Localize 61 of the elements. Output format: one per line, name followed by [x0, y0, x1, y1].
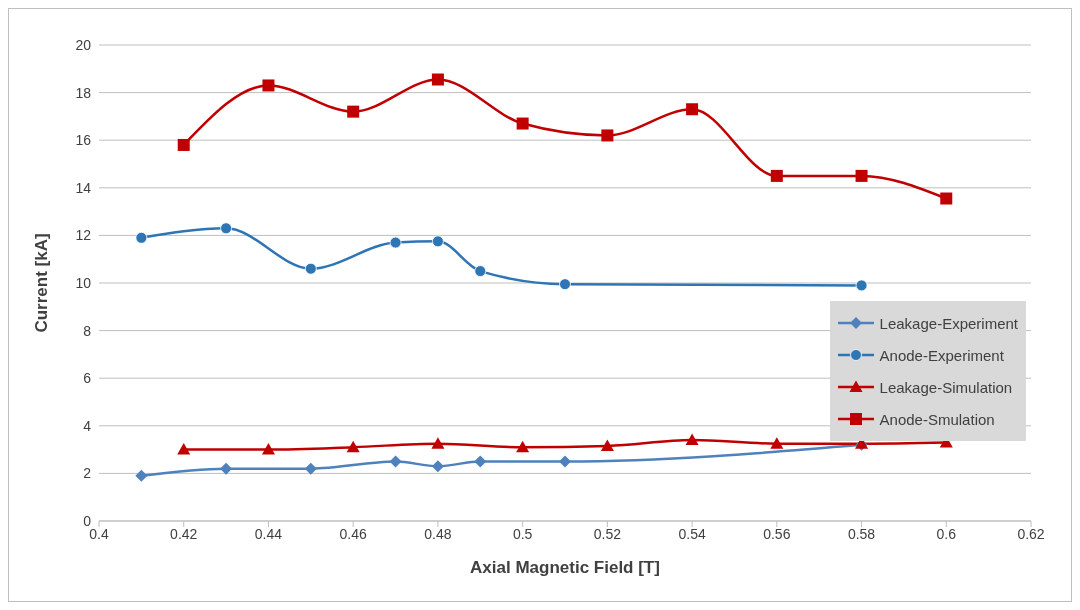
y-axis-title: Current [kA] — [32, 233, 52, 333]
point — [304, 262, 317, 275]
x-tick-label: 0.62 — [1017, 525, 1045, 542]
y-tick-label: 4 — [83, 417, 92, 434]
point — [516, 117, 529, 130]
point — [474, 455, 487, 468]
x-tick-label: 0.54 — [678, 525, 706, 542]
y-tick-label: 12 — [75, 227, 92, 244]
y-tick-label: 0 — [83, 512, 92, 529]
point — [177, 443, 191, 455]
point — [855, 279, 868, 292]
point — [432, 235, 444, 248]
x-tick-label: 0.6 — [936, 525, 957, 542]
point — [770, 437, 784, 449]
point — [389, 236, 402, 249]
legend-label: Leakage-Simulation — [879, 378, 1013, 396]
point — [516, 440, 530, 453]
x-tick-label: 0.42 — [170, 525, 198, 542]
point — [177, 138, 190, 151]
y-tick-label: 16 — [75, 132, 92, 149]
x-tick-label: 0.5 — [512, 525, 533, 542]
x-tick-label: 0.58 — [847, 525, 876, 542]
point — [855, 169, 868, 182]
point — [474, 265, 487, 277]
point — [559, 455, 571, 468]
point — [601, 129, 614, 142]
point — [600, 439, 614, 452]
point — [431, 73, 444, 86]
y-tick-label: 2 — [83, 465, 92, 482]
point — [431, 460, 444, 473]
point — [220, 222, 232, 235]
point — [347, 105, 360, 118]
legend-label: Anode-Experiment — [879, 346, 1004, 364]
point — [559, 278, 571, 291]
point — [262, 79, 275, 92]
point — [431, 437, 445, 449]
point — [261, 443, 275, 455]
legend-label: Leakage-Experiment — [879, 314, 1018, 332]
x-tick-label: 0.48 — [424, 525, 452, 542]
y-tick-label: 20 — [75, 36, 92, 53]
point — [770, 169, 783, 182]
point — [346, 440, 360, 453]
y-tick-label: 14 — [75, 179, 92, 196]
x-tick-label: 0.56 — [763, 525, 791, 542]
x-tick-label: 0.4 — [89, 525, 109, 542]
point — [686, 103, 699, 116]
legend-label: Anode-Smulation — [879, 410, 995, 428]
x-tick-label: 0.46 — [339, 525, 368, 542]
point — [940, 192, 953, 205]
point — [304, 462, 317, 475]
y-tick-label: 18 — [75, 84, 92, 101]
x-tick-label: 0.52 — [593, 525, 622, 542]
point — [135, 231, 148, 244]
x-axis-title: Axial Magnetic Field [T] — [470, 558, 660, 577]
x-tick-label: 0.44 — [254, 525, 283, 542]
point — [389, 455, 402, 468]
point — [685, 433, 699, 446]
point — [135, 469, 148, 482]
y-tick-label: 10 — [75, 274, 92, 291]
y-tick-label: 8 — [83, 322, 92, 339]
y-tick-label: 6 — [83, 370, 92, 387]
